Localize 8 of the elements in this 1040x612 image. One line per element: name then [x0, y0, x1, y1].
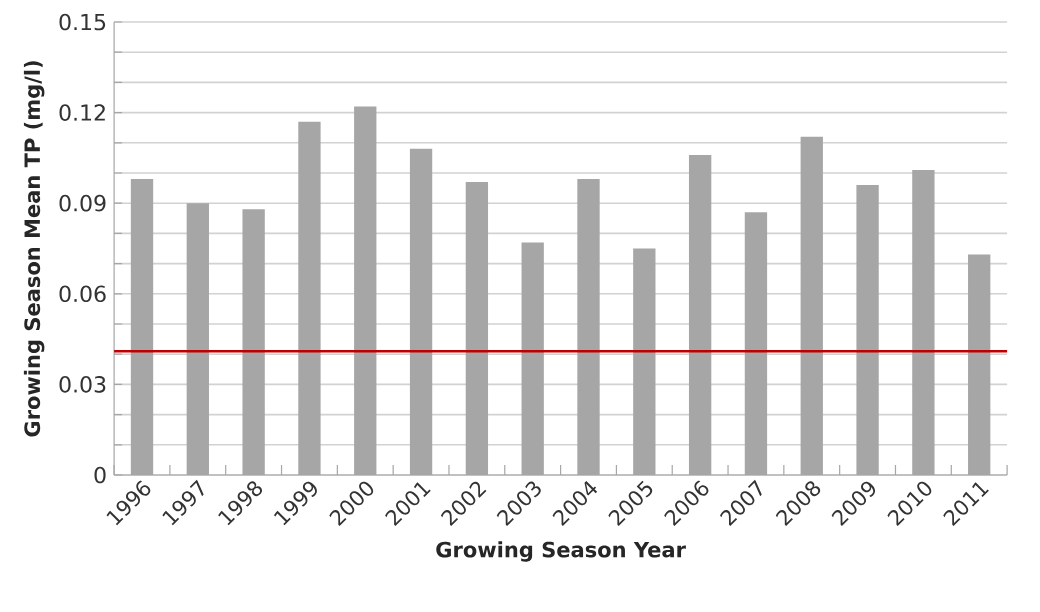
- y-tick-label: 0.03: [59, 376, 106, 393]
- y-tick-label: 0.06: [59, 285, 106, 303]
- y-tick-label: 0: [94, 466, 106, 484]
- y-tick-label: 0.15: [59, 13, 106, 31]
- y-tick-label: 0.09: [59, 194, 106, 212]
- y-tick-label: 0.12: [59, 104, 105, 121]
- y-axis-title: Growing Season Mean TP (mg/l): [23, 61, 45, 437]
- x-axis-title: Growing Season Year: [436, 541, 686, 562]
